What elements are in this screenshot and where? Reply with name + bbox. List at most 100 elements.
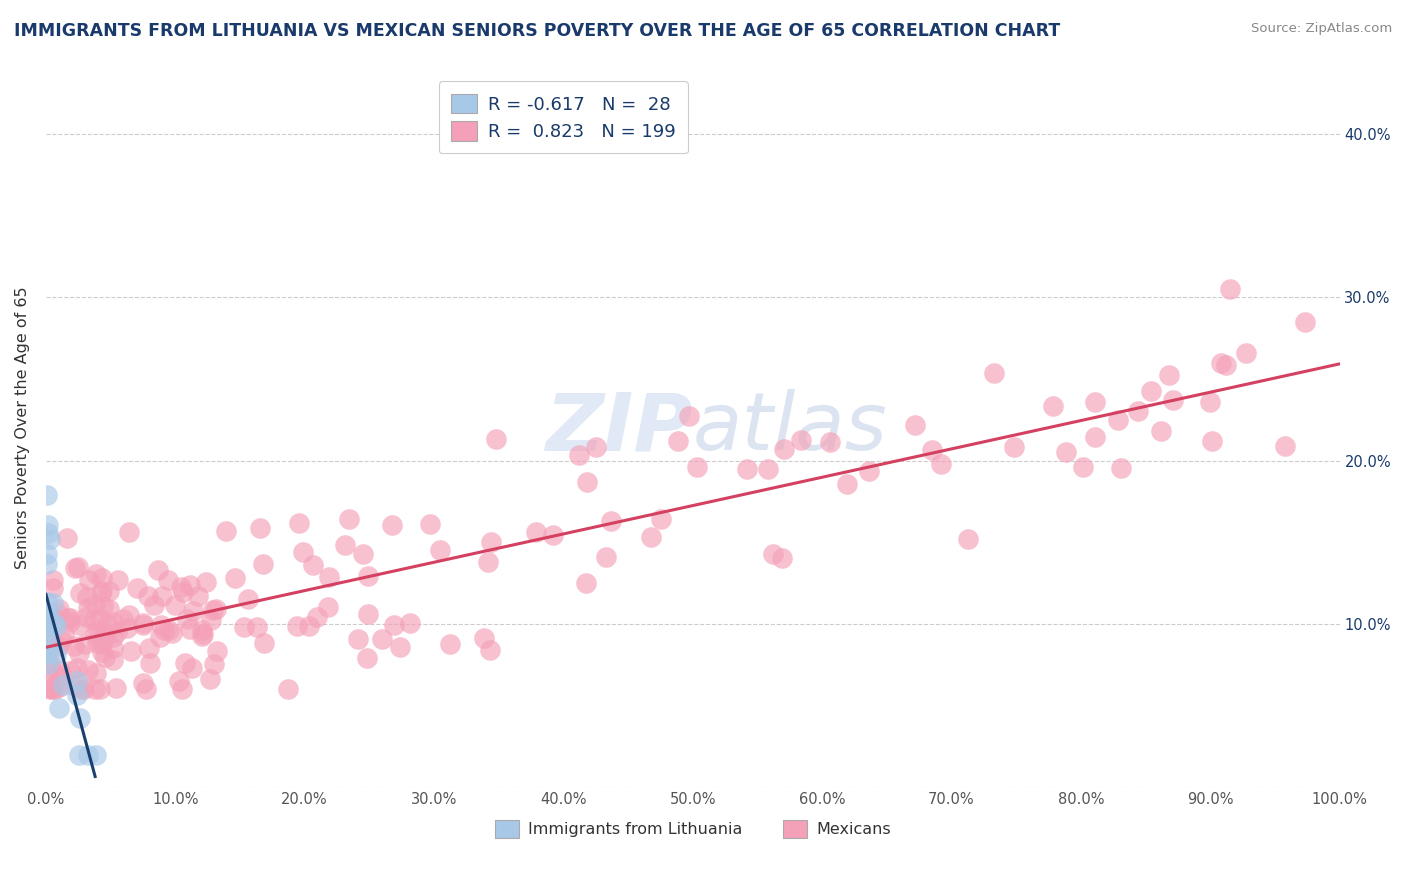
Point [86,636,108,650]
Point [42,573,65,587]
Point [132,676,155,690]
Point [1054,445,1077,459]
Point [204,602,226,616]
Point [179,622,201,636]
Point [307,610,329,624]
Point [84,665,107,680]
Point [339,511,361,525]
Point [35,488,58,502]
Text: IMMIGRANTS FROM LITHUANIA VS MEXICAN SENIORS POVERTY OVER THE AGE OF 65 CORRELAT: IMMIGRANTS FROM LITHUANIA VS MEXICAN SEN… [14,22,1060,40]
Point [356,650,378,665]
Point [150,589,173,603]
Point [298,619,321,633]
Point [301,558,323,572]
Point [1234,345,1257,359]
Point [67,560,90,574]
Point [37,638,59,652]
Point [485,432,508,446]
Point [1219,282,1241,296]
Point [285,619,308,633]
Point [35,606,58,620]
Point [1109,461,1132,475]
Point [191,629,214,643]
Point [84,747,107,762]
Point [83,613,105,627]
Point [37,595,59,609]
Point [245,620,267,634]
Point [292,545,315,559]
Point [39,662,62,676]
Point [419,517,441,532]
Point [429,543,451,558]
Point [215,524,238,538]
Point [316,600,339,615]
Point [157,574,180,588]
Point [84,682,107,697]
Point [599,514,621,528]
Point [146,563,169,577]
Point [41,682,63,697]
Point [399,615,422,630]
Point [83,597,105,611]
Point [904,417,927,432]
Point [118,608,141,623]
Point [585,440,607,454]
Point [149,630,172,644]
Point [41,596,63,610]
Point [48,607,70,621]
Point [89,611,111,625]
Point [37,615,59,630]
Point [67,617,90,632]
Point [172,585,194,599]
Text: Source: ZipAtlas.com: Source: ZipAtlas.com [1251,22,1392,36]
Point [38,532,60,546]
Point [52,678,75,692]
Point [187,589,209,603]
Point [87,624,110,638]
Point [818,435,841,450]
Point [181,660,204,674]
Point [107,573,129,587]
Point [84,566,107,581]
Point [1071,459,1094,474]
Point [38,633,60,648]
Point [773,442,796,457]
Point [83,626,105,640]
Point [1161,392,1184,407]
Point [41,609,63,624]
Point [90,585,112,599]
Point [37,526,59,541]
Point [73,682,96,697]
Point [770,551,793,566]
Point [90,571,112,585]
Point [125,581,148,595]
Point [59,664,82,678]
Point [142,598,165,612]
Point [101,653,124,667]
Point [858,465,880,479]
Point [318,570,340,584]
Point [477,555,499,569]
Point [53,627,76,641]
Point [167,673,190,688]
Point [1084,430,1107,444]
Point [439,637,461,651]
Point [93,649,115,664]
Point [389,640,412,654]
Point [252,635,274,649]
Point [136,589,159,603]
Point [176,612,198,626]
Point [183,603,205,617]
Point [1150,424,1173,438]
Point [595,549,617,564]
Point [335,538,357,552]
Point [69,710,91,724]
Point [165,598,187,612]
Point [380,518,402,533]
Point [132,618,155,632]
Point [120,644,142,658]
Point [48,602,70,616]
Point [346,632,368,647]
Point [96,628,118,642]
Point [202,657,225,671]
